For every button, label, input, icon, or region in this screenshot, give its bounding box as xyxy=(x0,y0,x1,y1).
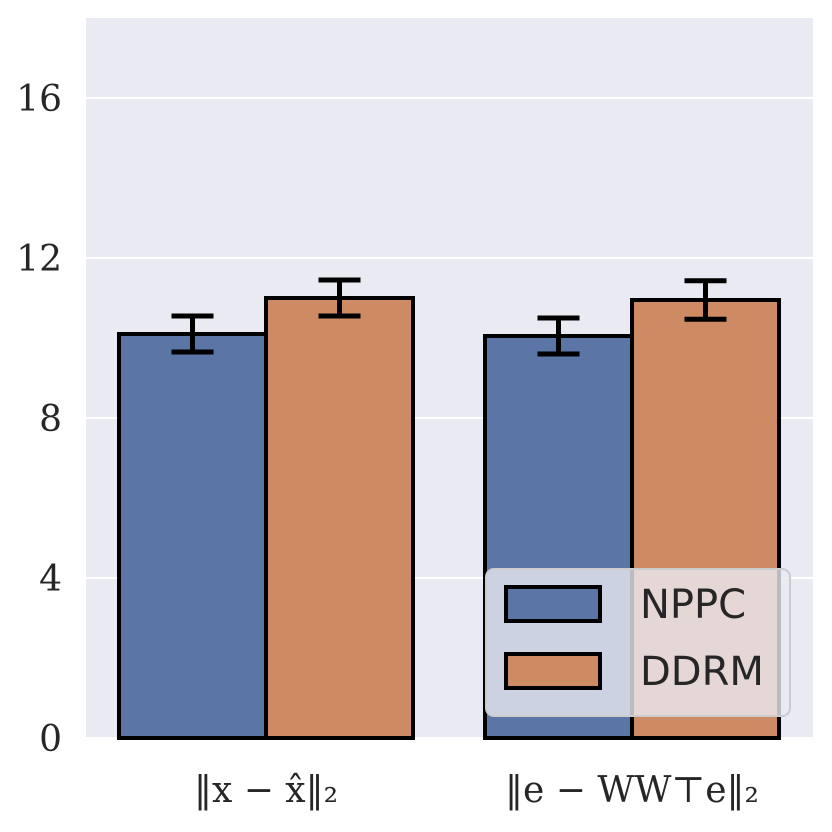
x-category-label: ‖x − x̂‖₂ xyxy=(194,770,338,811)
y-tick-label: 16 xyxy=(16,79,62,120)
legend: NPPC DDRM xyxy=(485,568,791,717)
y-tick-label: 0 xyxy=(39,719,62,760)
legend-swatch-ddrm xyxy=(504,652,602,690)
y-tick-label: 8 xyxy=(39,399,62,440)
legend-label-ddrm: DDRM xyxy=(640,649,764,695)
y-tick-label: 4 xyxy=(39,559,62,600)
error-bars xyxy=(171,277,727,357)
bar-nppc-0 xyxy=(117,332,268,740)
legend-swatch-nppc xyxy=(504,585,602,623)
bar-ddrm-0 xyxy=(264,296,415,740)
y-tick-labels: 0 4 8 12 16 xyxy=(16,79,62,760)
x-category-labels: ‖x − x̂‖₂ ‖e − WW⊤e‖₂ xyxy=(194,770,759,811)
legend-label-nppc: NPPC xyxy=(640,582,746,628)
x-category-label: ‖e − WW⊤e‖₂ xyxy=(505,770,759,811)
y-tick-label: 12 xyxy=(16,239,62,280)
